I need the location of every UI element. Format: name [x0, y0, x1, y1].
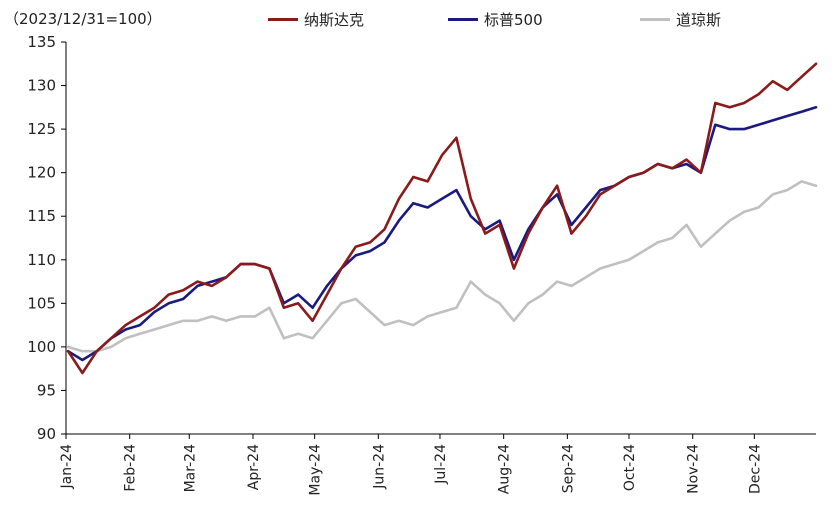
legend-label-nasdaq: 纳斯达克: [304, 11, 365, 29]
legend-label-dowjones: 道琼斯: [676, 11, 722, 29]
y-tick-label: 110: [27, 251, 56, 269]
y-tick-label: 130: [27, 77, 56, 95]
series-line-2: [66, 180, 818, 353]
legend-item-dowjones: 道琼斯: [640, 9, 721, 30]
y-tick-label: 95: [37, 381, 56, 399]
y-tick-label: 135: [27, 33, 56, 51]
x-tick-label: Feb-24: [123, 444, 139, 492]
x-tick-label: Apr-24: [246, 444, 262, 490]
x-tick-label: Jul-24: [433, 444, 449, 485]
series-layer: [66, 62, 818, 375]
series-line-1: [66, 106, 818, 362]
x-tick-label: Jan-24: [59, 444, 75, 490]
legend-swatch-sp500: [448, 18, 478, 21]
x-tick-label: Sep-24: [560, 444, 576, 493]
x-tick-label: Aug-24: [497, 444, 513, 494]
y-tick-label: 115: [27, 207, 56, 225]
y-tick-label: 105: [27, 294, 56, 312]
legend-swatch-dowjones: [640, 18, 670, 21]
legend-swatch-nasdaq: [268, 18, 298, 21]
x-tick-label: Mar-24: [182, 444, 198, 492]
x-tick-label: Jun-24: [371, 444, 387, 490]
x-tick-label: Oct-24: [622, 444, 638, 491]
x-tick-label: May-24: [308, 444, 324, 496]
unit-label: （2023/12/31=100）: [4, 10, 162, 28]
y-tick-label: 90: [37, 425, 56, 443]
y-tick-label: 125: [27, 120, 56, 138]
x-tick-label: Nov-24: [686, 444, 702, 494]
legend-item-nasdaq: 纳斯达克: [268, 9, 364, 30]
axes: 90 95 100 105 110 115 120 125 130 135 Jan-24 Feb-24…: [27, 33, 816, 496]
legend-label-sp500: 标普500: [484, 11, 543, 29]
series-line-0: [66, 62, 818, 375]
x-tick-label: Dec-24: [747, 444, 763, 494]
y-tick-label: 100: [27, 338, 56, 356]
legend-item-sp500: 标普500: [448, 9, 543, 30]
y-tick-label: 120: [27, 164, 56, 182]
